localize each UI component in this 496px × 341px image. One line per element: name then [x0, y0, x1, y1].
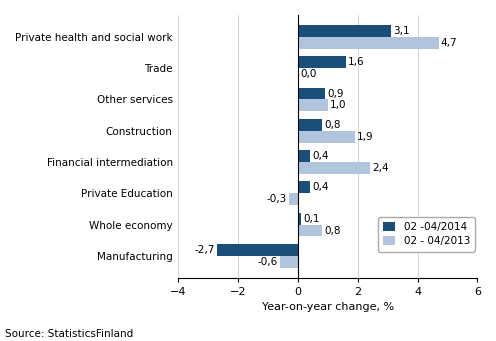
Text: 0,8: 0,8 — [324, 120, 340, 130]
Text: 1,0: 1,0 — [330, 100, 346, 110]
Bar — [298, 213, 301, 225]
X-axis label: Year-on-year change, %: Year-on-year change, % — [262, 302, 394, 312]
Text: Source: StatisticsFinland: Source: StatisticsFinland — [5, 329, 133, 339]
Bar — [280, 256, 298, 268]
Text: 0,4: 0,4 — [312, 182, 328, 192]
Bar — [298, 37, 438, 49]
Legend: 02 -04/2014, 02 - 04/2013: 02 -04/2014, 02 - 04/2013 — [377, 217, 475, 252]
Bar — [298, 162, 370, 174]
Bar — [298, 88, 325, 100]
Bar — [298, 150, 310, 162]
Bar — [298, 25, 391, 37]
Text: 0,1: 0,1 — [303, 214, 319, 224]
Bar — [298, 181, 310, 193]
Text: 1,6: 1,6 — [348, 57, 365, 67]
Bar — [298, 119, 322, 131]
Text: 0,8: 0,8 — [324, 225, 340, 236]
Bar — [298, 56, 346, 68]
Text: 2,4: 2,4 — [372, 163, 388, 173]
Text: 1,9: 1,9 — [357, 132, 373, 142]
Bar — [298, 225, 322, 236]
Text: 3,1: 3,1 — [393, 26, 409, 36]
Bar — [217, 244, 298, 256]
Bar — [298, 100, 328, 112]
Text: 4,7: 4,7 — [440, 38, 457, 48]
Text: 0,9: 0,9 — [327, 89, 343, 99]
Bar — [289, 193, 298, 205]
Text: 0,4: 0,4 — [312, 151, 328, 161]
Text: -0,6: -0,6 — [257, 257, 278, 267]
Bar — [298, 131, 355, 143]
Text: 0,0: 0,0 — [300, 69, 316, 79]
Text: -2,7: -2,7 — [194, 245, 215, 255]
Text: -0,3: -0,3 — [266, 194, 287, 204]
